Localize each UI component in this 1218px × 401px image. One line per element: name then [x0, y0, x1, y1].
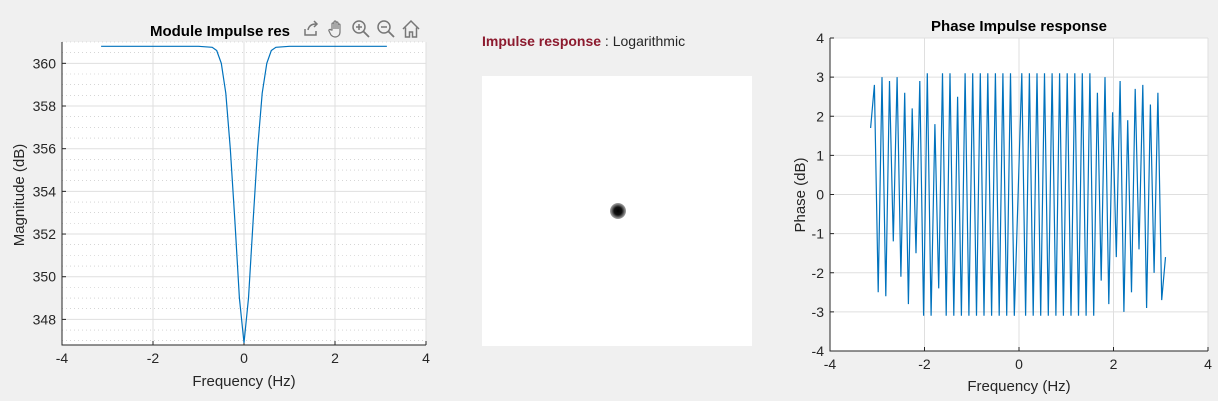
x-tick-label: -4 — [56, 350, 69, 366]
y-tick-label: 1 — [816, 147, 824, 163]
scale-mode: Logarithmic — [612, 33, 686, 49]
x-tick-label: -2 — [147, 350, 160, 366]
x-tick-label: -2 — [918, 356, 931, 372]
x-tick-label: 0 — [1015, 356, 1023, 372]
zoom-in-icon[interactable] — [350, 18, 372, 40]
x-tick-label: -4 — [824, 356, 837, 372]
y-tick-label: -1 — [812, 226, 825, 242]
home-icon[interactable] — [400, 18, 422, 40]
phase-chart-title: Phase Impulse response — [931, 18, 1107, 35]
x-tick-label: 4 — [422, 350, 430, 366]
series-line — [101, 45, 387, 343]
module-chart: Module Impulse res -4 -2 0 2 4 348 350 352 354 35… — [11, 23, 430, 390]
phase-chart-ylabel: Phase (dB) — [792, 157, 809, 232]
y-tick-label: 358 — [33, 98, 57, 114]
y-tick-label: 360 — [33, 55, 57, 71]
impulse-point — [610, 203, 626, 219]
export-icon[interactable] — [300, 18, 322, 40]
phase-chart: Phase Impulse response -4 -2 0 2 4 -4 -3 -2 -1 0 1… — [792, 18, 1212, 395]
module-chart-title: Module Impulse res — [150, 23, 290, 40]
module-chart-ylabel: Magnitude (dB) — [11, 144, 28, 247]
series-line — [870, 73, 1167, 316]
pan-icon[interactable] — [325, 18, 347, 40]
y-tick-label: 2 — [816, 108, 824, 124]
x-tick-label: 4 — [1204, 356, 1212, 372]
x-tick-label: 0 — [240, 350, 248, 366]
x-tick-label: 2 — [1110, 356, 1118, 372]
y-tick-label: 354 — [33, 183, 57, 199]
axes-lines — [61, 42, 426, 346]
y-tick-label: 348 — [33, 311, 57, 327]
impulse-response-label: Impulse response : Logarithmic — [482, 33, 685, 49]
y-tick-label: 356 — [33, 141, 57, 157]
phase-chart-xlabel: Frequency (Hz) — [967, 378, 1070, 395]
axes-toolbar — [300, 18, 422, 40]
zoom-out-icon[interactable] — [375, 18, 397, 40]
y-tick-label: 4 — [816, 30, 824, 46]
axes-lines — [829, 38, 1208, 352]
y-tick-label: 350 — [33, 269, 57, 285]
y-tick-label: 0 — [816, 187, 824, 203]
y-tick-label: 3 — [816, 69, 824, 85]
module-chart-xlabel: Frequency (Hz) — [192, 373, 295, 390]
impulse-response-title: Impulse response — [482, 33, 602, 49]
y-tick-label: 352 — [33, 226, 57, 242]
label-separator: : — [601, 33, 613, 49]
x-tick-label: 2 — [331, 350, 339, 366]
y-tick-label: -2 — [812, 265, 825, 281]
y-tick-label: -4 — [812, 343, 825, 359]
y-tick-label: -3 — [812, 304, 825, 320]
